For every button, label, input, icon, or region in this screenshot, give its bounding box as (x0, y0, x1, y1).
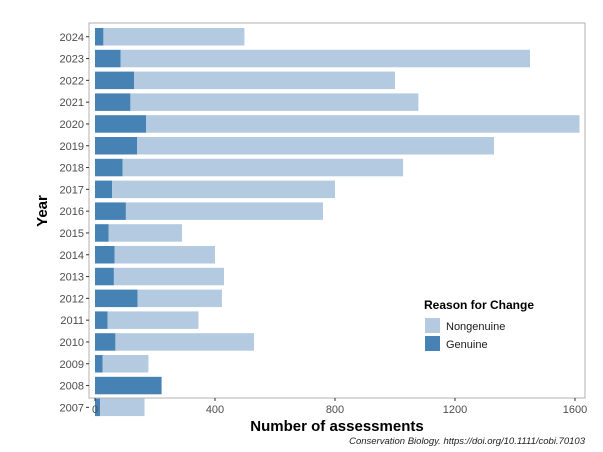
y-tick-label-2013: 2013 (60, 272, 84, 284)
bar-nongenuine-2011 (107, 311, 199, 329)
y-tick-label-2023: 2023 (60, 54, 84, 66)
bar-genuine-2009 (95, 355, 103, 373)
bar-genuine-2008 (95, 376, 162, 395)
bar-nongenuine-2015 (108, 224, 182, 242)
y-tick-label-2016: 2016 (60, 206, 84, 218)
bar-nongenuine-2017 (112, 180, 335, 199)
bar-genuine-2015 (95, 224, 109, 242)
bar-nongenuine-2022 (134, 71, 395, 90)
x-tick-label-0: 0 (92, 404, 98, 416)
x-tick-label-400: 400 (206, 404, 224, 416)
bar-nongenuine-2010 (115, 333, 255, 351)
bar-nongenuine-2009 (102, 355, 149, 373)
bar-nongenuine-2013 (113, 267, 224, 286)
bar-genuine-2014 (95, 246, 115, 264)
bar-nongenuine-2019 (137, 137, 494, 155)
y-tick-label-2021: 2021 (60, 97, 84, 109)
bar-nongenuine-2021 (130, 93, 419, 111)
bar-genuine-2012 (95, 289, 138, 308)
y-tick-label-2020: 2020 (60, 119, 84, 131)
x-axis-ticks: 0 400 800 1200 1600 (92, 398, 587, 416)
bar-genuine-2017 (95, 180, 113, 199)
bar-genuine-2016 (95, 202, 126, 220)
bar-nongenuine-2016 (125, 202, 324, 220)
legend-label-genuine: Genuine (446, 339, 488, 351)
bar-nongenuine-2018 (122, 158, 404, 177)
bars-layer (95, 28, 580, 417)
legend-swatch-genuine (425, 336, 440, 351)
x-tick-label-1200: 1200 (443, 404, 467, 416)
bar-genuine-2024 (95, 28, 104, 46)
bar-genuine-2023 (95, 49, 121, 68)
citation-text: Conservation Biology. https://doi.org/10… (349, 436, 585, 447)
bar-genuine-2022 (95, 71, 134, 90)
bar-genuine-2011 (95, 311, 108, 329)
bar-nongenuine-2023 (120, 49, 530, 68)
y-tick-label-2012: 2012 (60, 293, 84, 305)
y-tick-label-2019: 2019 (60, 141, 84, 153)
y-tick-label-2009: 2009 (60, 359, 84, 371)
y-axis-title: Year (34, 195, 51, 227)
x-tick-label-1600: 1600 (563, 404, 587, 416)
x-tick-label-800: 800 (326, 404, 344, 416)
legend-label-nongenuine: Nongenuine (446, 321, 505, 333)
bar-genuine-2007 (95, 398, 101, 417)
bar-nongenuine-2014 (114, 246, 215, 264)
bar-genuine-2013 (95, 267, 114, 286)
y-axis-ticks: 2024 2023 2022 2021 2020 2019 2018 2017 2016 2015… (60, 32, 89, 414)
bar-genuine-2019 (95, 137, 137, 155)
bar-nongenuine-2007 (100, 398, 145, 417)
bar-nongenuine-2020 (146, 115, 580, 133)
bar-genuine-2021 (95, 93, 131, 111)
y-tick-label-2024: 2024 (60, 32, 84, 44)
y-tick-label-2018: 2018 (60, 163, 84, 175)
y-tick-label-2017: 2017 (60, 184, 84, 196)
y-tick-label-2007: 2007 (60, 402, 84, 414)
legend: Reason for Change Nongenuine Genuine (424, 298, 534, 351)
y-tick-label-2010: 2010 (60, 337, 84, 349)
y-tick-label-2015: 2015 (60, 228, 84, 240)
bar-nongenuine-2012 (137, 289, 222, 308)
y-tick-label-2011: 2011 (60, 315, 84, 327)
legend-swatch-nongenuine (425, 318, 440, 333)
bar-genuine-2018 (95, 158, 123, 177)
bar-genuine-2020 (95, 115, 146, 133)
x-axis-title: Number of assessments (250, 418, 423, 435)
bar-genuine-2010 (95, 333, 116, 351)
y-tick-label-2022: 2022 (60, 75, 84, 87)
bar-nongenuine-2024 (103, 28, 245, 46)
y-tick-label-2008: 2008 (60, 381, 84, 393)
y-tick-label-2014: 2014 (60, 250, 84, 262)
legend-title: Reason for Change (424, 298, 534, 312)
